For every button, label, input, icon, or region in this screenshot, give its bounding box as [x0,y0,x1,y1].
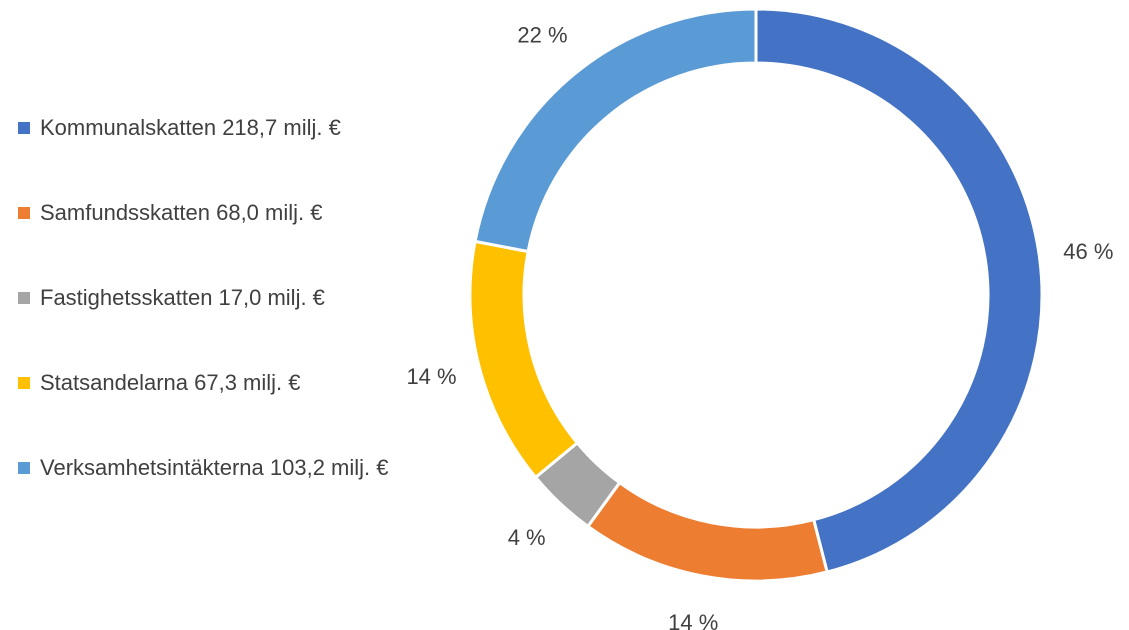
legend: Kommunalskatten 218,7 milj. € Samfundsska… [18,112,448,537]
data-label: 22 % [517,23,567,48]
legend-item: Kommunalskatten 218,7 milj. € [18,112,448,197]
legend-label: Kommunalskatten 218,7 milj. € [40,115,341,140]
legend-swatch [18,207,30,219]
legend-item: Samfundsskatten 68,0 milj. € [18,197,448,282]
data-label: 14 % [668,610,718,630]
data-label: 4 % [508,525,546,550]
legend-item: Verksamhetsintäkterna 103,2 milj. € [18,452,448,537]
legend-item: Statsandelarna 67,3 milj. € [18,367,448,452]
legend-label: Statsandelarna 67,3 milj. € [40,370,301,395]
legend-item: Fastighetsskatten 17,0 milj. € [18,282,448,367]
legend-swatch [18,462,30,474]
legend-label: Fastighetsskatten 17,0 milj. € [40,285,325,310]
legend-swatch [18,292,30,304]
data-label: 14 % [406,364,456,389]
legend-swatch [18,377,30,389]
donut-segment [585,480,829,583]
donut-segment [473,7,758,254]
data-label: 46 % [1063,239,1113,264]
legend-label: Samfundsskatten 68,0 milj. € [40,200,323,225]
legend-swatch [18,122,30,134]
donut-segment [754,7,1044,574]
donut-segment [468,239,580,480]
legend-label: Verksamhetsintäkterna 103,2 milj. € [40,455,389,480]
